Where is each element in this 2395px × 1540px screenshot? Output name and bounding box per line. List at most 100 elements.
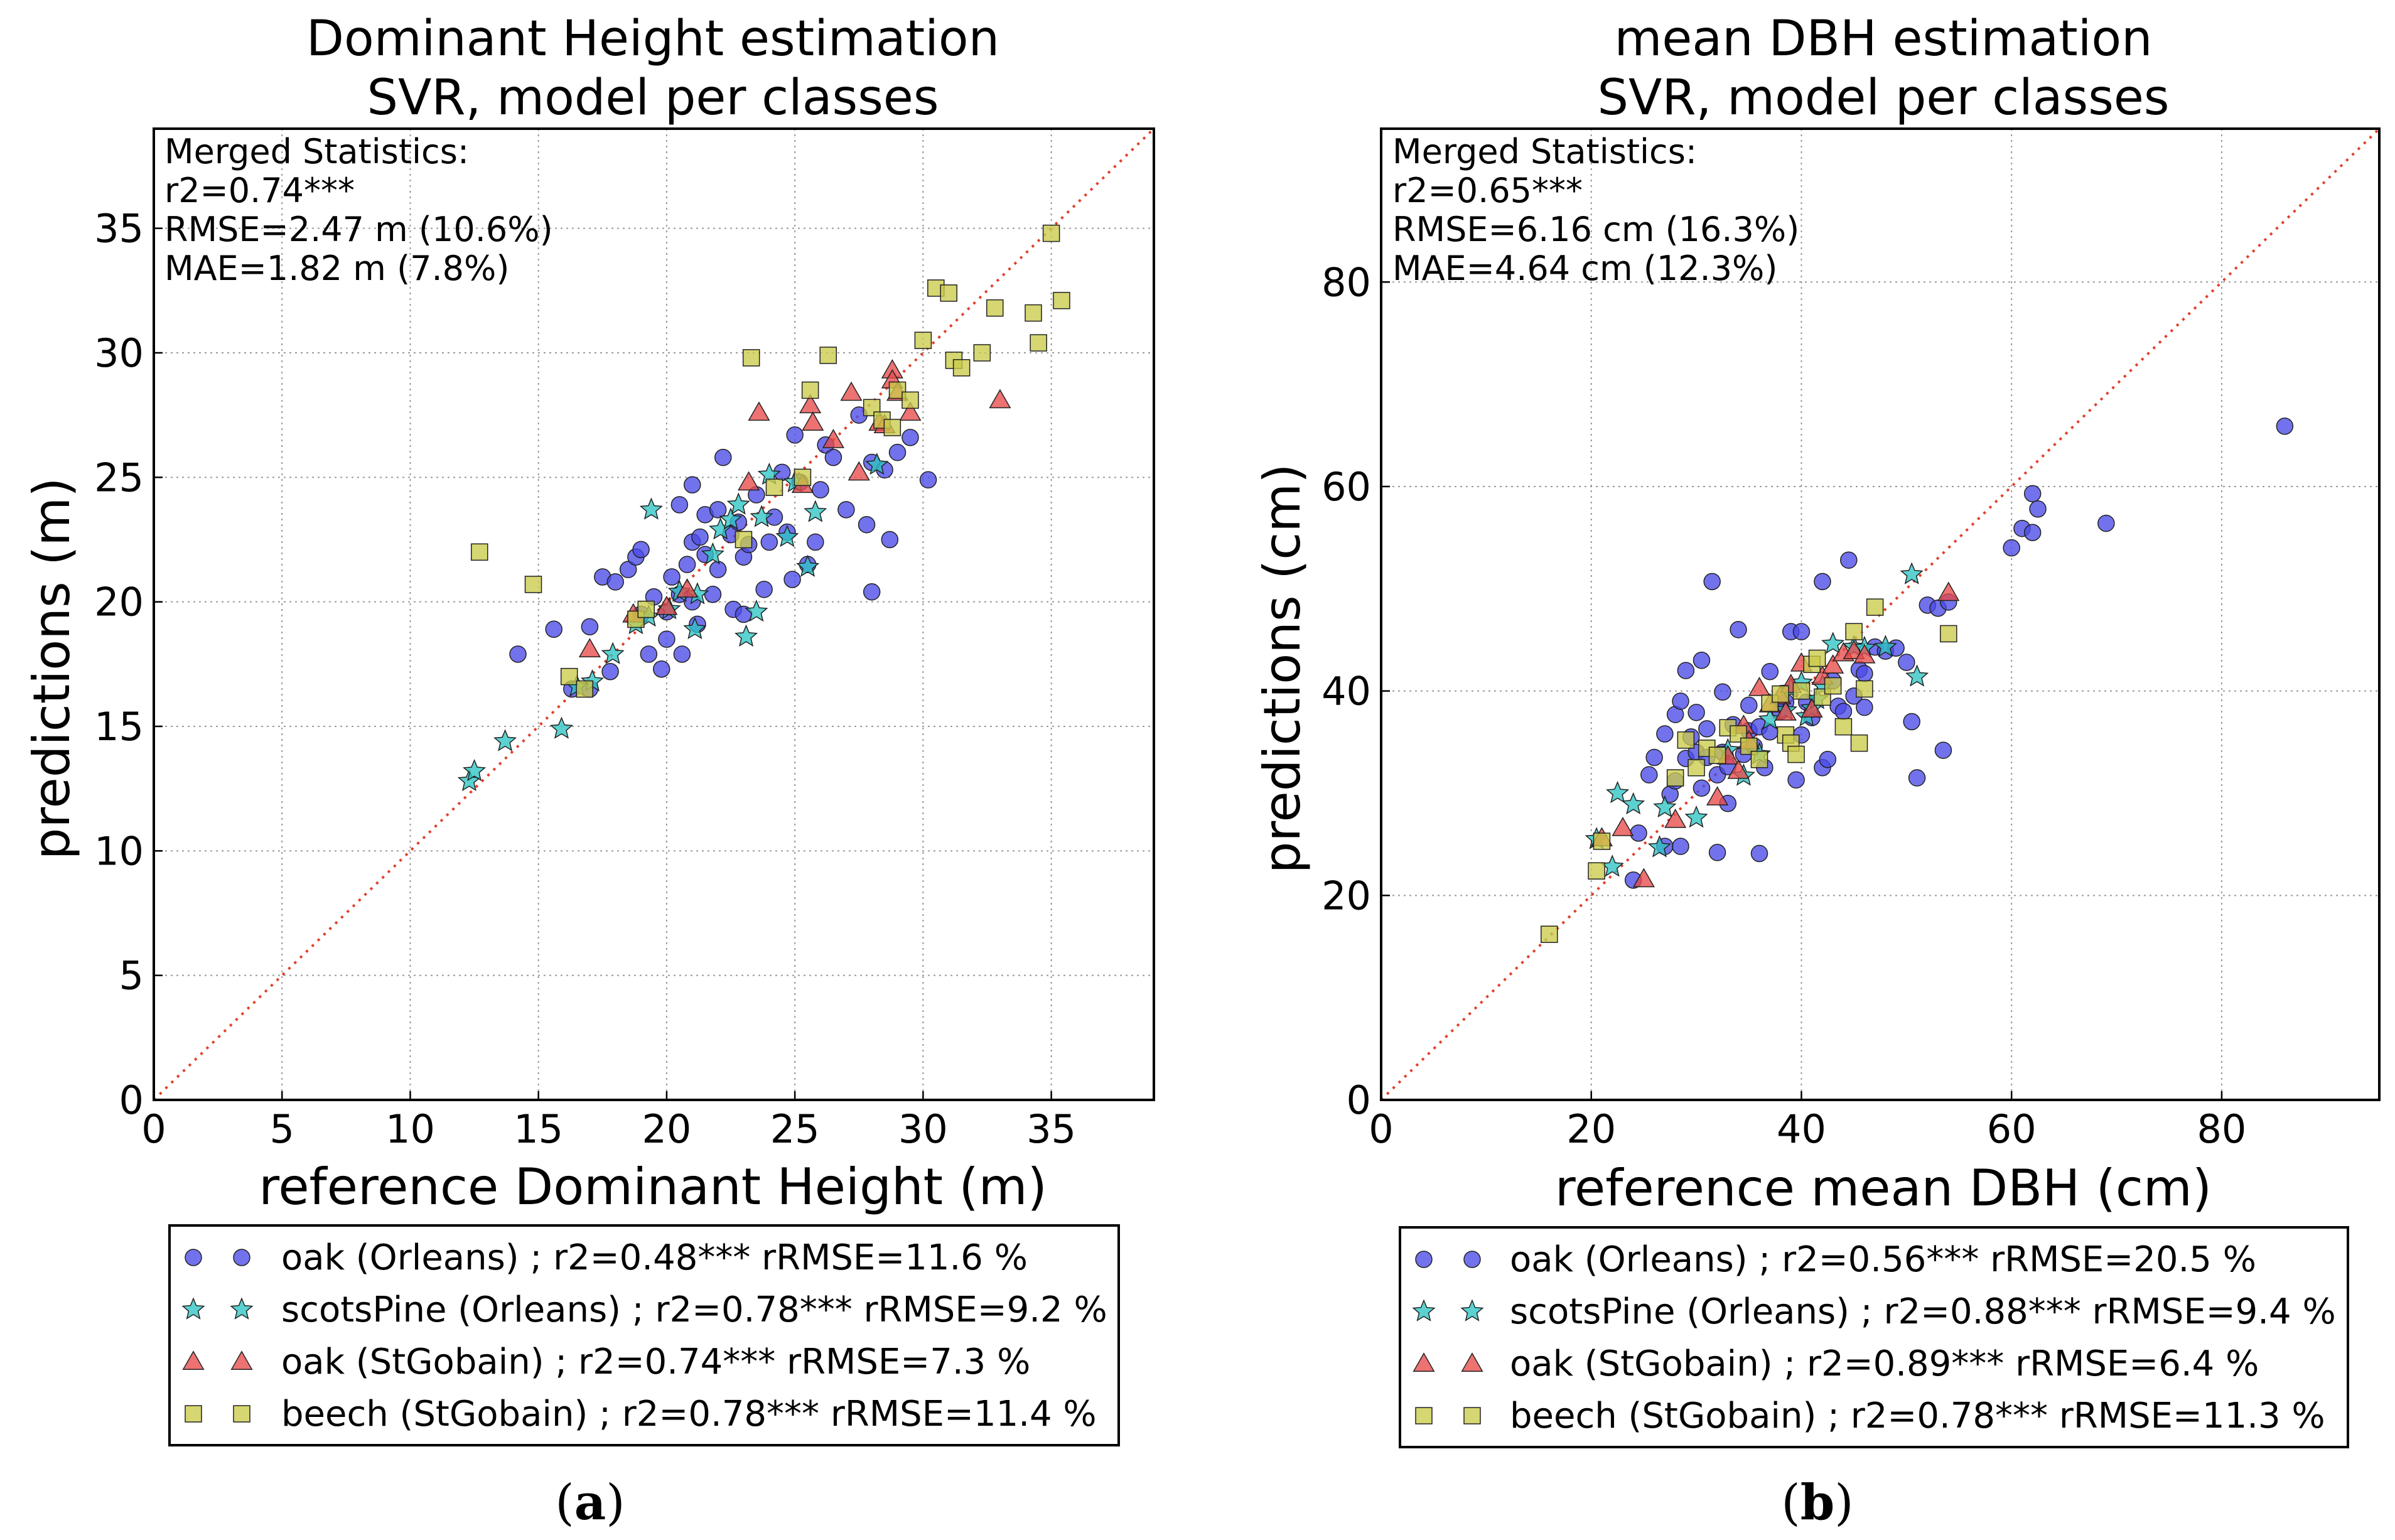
- panel-a-point-scotspine-orleans: [745, 600, 768, 622]
- panel-a-dominant-height: Dominant Height estimation SVR, model pe…: [23, 11, 1155, 1531]
- panel-a-point-oak-stgobain: [738, 471, 760, 491]
- panel-b-point-oak-orleans: [1703, 573, 1721, 591]
- panel-a-point-beech-stgobain: [576, 680, 593, 698]
- panel-b-point-scotspine-orleans: [1653, 795, 1677, 818]
- panel-b-x-axis-label: reference mean DBH (cm): [1555, 1159, 2212, 1217]
- panel-a-point-beech-stgobain: [986, 299, 1004, 317]
- panel-a-point-oak-orleans: [760, 533, 778, 551]
- panel-b-stats-heading: Merged Statistics:: [1392, 132, 1697, 171]
- panel-a-series-beech-stgobain: [470, 224, 1070, 698]
- panel-b-point-oak-stgobain: [1632, 868, 1655, 888]
- panel-b-caption-letter: b: [1800, 1474, 1835, 1531]
- panel-a-x-tick-label: 10: [385, 1106, 435, 1152]
- panel-a-title-line1: Dominant Height estimation: [306, 11, 999, 67]
- panel-a-point-oak-orleans: [881, 530, 899, 549]
- panel-b-point-oak-stgobain: [1853, 643, 1876, 664]
- panel-b-title-line2: SVR, model per classes: [1598, 70, 2170, 126]
- panel-b-point-beech-stgobain: [1772, 685, 1789, 703]
- panel-a-caption-close: ): [606, 1475, 625, 1531]
- panel-b-point-scotspine-orleans: [1622, 792, 1645, 815]
- panel-a-point-scotspine-orleans: [750, 505, 773, 527]
- panel-a-point-oak-orleans: [640, 645, 658, 663]
- panel-b-y-tick-label: 40: [1321, 669, 1371, 714]
- panel-a-point-oak-stgobain: [799, 394, 822, 414]
- panel-a-legend-scotspine-orleans: scotsPine (Orleans) ; r2=0.78*** rRMSE=9…: [281, 1290, 1107, 1330]
- panel-a-point-oak-orleans: [684, 476, 701, 493]
- panel-a-point-oak-orleans: [545, 620, 562, 638]
- panel-b-point-oak-orleans: [1677, 662, 1695, 679]
- panel-a-caption-letter: a: [574, 1474, 606, 1531]
- panel-b-point-beech-stgobain: [1814, 688, 1831, 706]
- panel-a-point-scotspine-orleans: [493, 729, 517, 751]
- panel-a-x-tick-label: 5: [270, 1106, 294, 1152]
- panel-a-y-tick-label: 25: [94, 455, 144, 500]
- panel-a-stats-heading: Merged Statistics:: [164, 132, 469, 171]
- panel-a-point-beech-stgobain: [801, 381, 819, 399]
- panel-b-point-oak-orleans: [1792, 623, 1811, 640]
- panel-a-point-oak-orleans: [619, 561, 637, 578]
- panel-b-x-tick-label: 60: [1987, 1106, 2037, 1152]
- panel-a-y-axis-label: predictions (m): [23, 478, 81, 860]
- panel-a-x-tick-label: 15: [514, 1106, 563, 1152]
- panel-b-y-tick-label: 0: [1347, 1077, 1371, 1123]
- panel-a-point-beech-stgobain: [637, 600, 655, 618]
- panel-a-legend-marker-oak-orleans: [233, 1249, 250, 1266]
- panel-b-point-oak-orleans: [2023, 524, 2042, 541]
- panel-a-point-oak-stgobain: [748, 401, 770, 421]
- panel-b-point-oak-stgobain: [1748, 676, 1771, 696]
- panel-a-legend-oak-orleans: oak (Orleans) ; r2=0.48*** rRMSE=11.6 %: [281, 1237, 1028, 1278]
- panel-a-point-oak-orleans: [691, 528, 709, 546]
- panel-a-point-oak-stgobain: [848, 461, 870, 481]
- panel-b-mean-dbh: mean DBH estimation SVR, model per class…: [1253, 11, 2381, 1531]
- panel-a-point-oak-stgobain: [578, 638, 601, 657]
- panel-a-point-beech-stgobain: [1030, 334, 1047, 352]
- panel-a-point-oak-orleans: [632, 541, 650, 559]
- panel-b-point-scotspine-orleans: [1606, 780, 1630, 804]
- panel-a-x-axis-label: reference Dominant Height (m): [259, 1158, 1047, 1216]
- panel-a-point-beech-stgobain: [819, 347, 837, 364]
- panel-b-point-oak-orleans: [1934, 741, 1952, 759]
- panel-b-point-oak-orleans: [1903, 713, 1920, 731]
- panel-a-point-scotspine-orleans: [549, 716, 573, 739]
- panel-b-point-scotspine-orleans: [1900, 562, 1924, 584]
- panel-b-legend-oak-stgobain: oak (StGobain) ; r2=0.89*** rRMSE=6.4 %: [1510, 1343, 2259, 1384]
- panel-a-point-beech-stgobain: [742, 349, 760, 367]
- panel-b-y-axis-label: predictions (cm): [1253, 464, 1311, 874]
- panel-a-legend-marker-scotspine-orleans: [181, 1297, 205, 1320]
- panel-b-point-oak-orleans: [1693, 779, 1711, 797]
- panel-b-point-beech-stgobain: [1845, 623, 1863, 640]
- panel-a-title-line2: SVR, model per classes: [367, 70, 939, 126]
- panel-b-point-beech-stgobain: [1541, 925, 1558, 943]
- panel-a-point-beech-stgobain: [952, 359, 971, 377]
- panel-a-point-oak-orleans: [837, 501, 855, 519]
- panel-a-point-beech-stgobain: [973, 344, 991, 362]
- panel-b-point-oak-orleans: [1856, 665, 1873, 682]
- panel-a-legend-marker-oak-stgobain: [182, 1350, 205, 1370]
- panel-a-point-oak-orleans: [509, 645, 527, 663]
- panel-b-point-oak-orleans: [1898, 654, 1915, 671]
- panel-b-point-oak-orleans: [1819, 750, 1837, 768]
- panel-a-point-oak-orleans: [678, 556, 696, 573]
- panel-a-y-tick-label: 5: [119, 953, 144, 999]
- panel-a-point-beech-stgobain: [1025, 304, 1042, 322]
- panel-b-point-beech-stgobain: [1866, 598, 1884, 616]
- panel-b-point-scotspine-orleans: [1905, 664, 1929, 687]
- panel-a-stats-mae: MAE=1.82 m (7.8%): [164, 249, 509, 288]
- panel-a-x-tick-label: 25: [770, 1106, 820, 1152]
- panel-b-point-beech-stgobain: [1593, 832, 1611, 850]
- panel-a-point-oak-orleans: [755, 581, 773, 598]
- panel-a-caption: (a): [555, 1474, 625, 1531]
- panel-b-point-oak-orleans: [1730, 621, 1747, 638]
- panel-b-point-oak-orleans: [2097, 514, 2115, 532]
- panel-b-legend-marker-oak-orleans: [1463, 1251, 1481, 1268]
- panel-b-x-tick-label: 80: [2197, 1106, 2246, 1152]
- panel-b-title-line1: mean DBH estimation: [1614, 11, 2152, 67]
- panel-b-point-oak-orleans: [1698, 720, 1716, 738]
- panel-a-point-oak-orleans: [709, 561, 727, 578]
- panel-a-point-beech-stgobain: [888, 381, 907, 399]
- panel-b-point-oak-orleans: [1672, 837, 1689, 855]
- panel-a-point-oak-orleans: [581, 618, 599, 636]
- panel-b-point-oak-orleans: [1908, 769, 1926, 787]
- panel-a-point-oak-orleans: [653, 660, 670, 678]
- panel-b-point-beech-stgobain: [1792, 682, 1811, 700]
